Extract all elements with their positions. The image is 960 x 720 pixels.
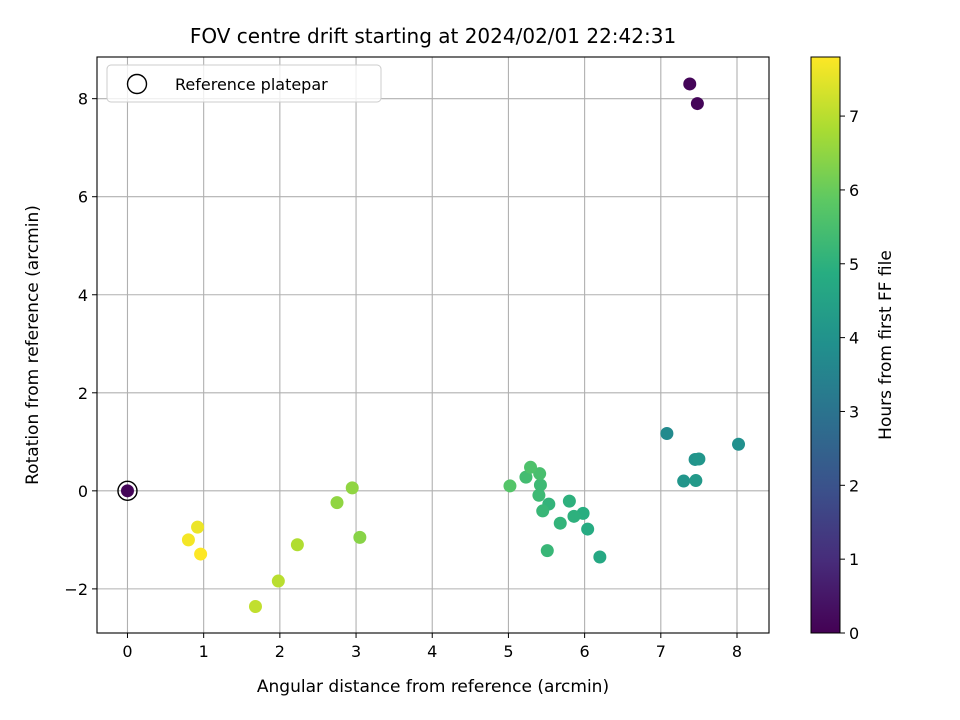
data-point xyxy=(191,520,205,534)
data-point xyxy=(593,550,607,564)
y-tick-label: 0 xyxy=(78,482,88,501)
data-point xyxy=(690,97,704,111)
colorbar-label: Hours from first FF file xyxy=(876,250,896,440)
y-axis-label: Rotation from reference (arcmin) xyxy=(23,205,43,485)
data-point xyxy=(330,496,344,510)
data-point xyxy=(692,452,706,466)
y-tick-label: 2 xyxy=(78,384,88,403)
data-point xyxy=(290,538,304,552)
data-point xyxy=(536,504,550,518)
data-point xyxy=(581,522,595,536)
colorbar-frame xyxy=(810,56,841,634)
colorbar-ticks: 0 1 2 3 4 5 6 7 xyxy=(840,107,859,643)
colorbar-tick-label: 5 xyxy=(849,255,859,274)
reference-platepar-marker xyxy=(117,480,138,502)
data-point xyxy=(194,547,208,561)
chart-title: FOV centre drift starting at 2024/02/01 … xyxy=(190,24,676,48)
data-point xyxy=(248,600,262,614)
y-tick-label: 8 xyxy=(78,90,88,109)
y-tick-label: −2 xyxy=(64,580,88,599)
y-tick-label: 4 xyxy=(78,286,88,305)
data-point xyxy=(540,544,554,558)
x-tick-label: 6 xyxy=(580,642,590,661)
data-point xyxy=(553,516,567,530)
data-point xyxy=(503,479,517,493)
data-point xyxy=(683,77,697,91)
legend-entry-reference: Reference platepar xyxy=(175,75,328,94)
x-tick-label: 1 xyxy=(199,642,209,661)
scatter-points xyxy=(117,77,746,614)
x-axis-label: Angular distance from reference (arcmin) xyxy=(257,677,609,697)
data-point xyxy=(689,474,703,488)
colorbar-tick-label: 1 xyxy=(849,550,859,569)
grid xyxy=(97,57,769,633)
data-point xyxy=(524,460,538,474)
colorbar: 0 1 2 3 4 5 6 7 Hours from first FF file xyxy=(810,56,896,643)
data-point xyxy=(345,481,359,495)
data-point xyxy=(519,470,533,484)
x-tick-label: 8 xyxy=(732,642,742,661)
colorbar-tick-label: 3 xyxy=(849,402,859,421)
data-point xyxy=(660,426,674,440)
data-point xyxy=(562,494,576,508)
data-point xyxy=(532,488,546,502)
data-point xyxy=(271,574,285,588)
colorbar-gradient xyxy=(811,57,840,633)
legend-marker-reference xyxy=(126,73,148,95)
data-point xyxy=(181,533,195,547)
x-tick-label: 4 xyxy=(427,642,437,661)
data-point xyxy=(533,467,547,481)
colorbar-tick-label: 4 xyxy=(849,329,859,348)
colorbar-tick-label: 0 xyxy=(849,624,859,643)
plot-area-frame xyxy=(96,56,770,634)
x-tick-label: 0 xyxy=(122,642,132,661)
colorbar-tick-label: 7 xyxy=(849,107,859,126)
data-point xyxy=(677,474,691,488)
y-tick-label: 6 xyxy=(78,188,88,207)
data-point xyxy=(353,530,367,544)
colorbar-tick-label: 6 xyxy=(849,181,859,200)
x-tick-label: 2 xyxy=(275,642,285,661)
x-tick-label: 5 xyxy=(503,642,513,661)
legend: Reference platepar xyxy=(106,64,382,103)
data-point xyxy=(533,478,547,492)
x-tick-label: 3 xyxy=(351,642,361,661)
y-axis-ticks: −2 0 2 4 6 8 xyxy=(64,90,97,599)
data-point xyxy=(120,484,134,498)
x-axis-ticks: 0 1 2 3 4 5 6 7 8 xyxy=(122,633,742,661)
data-point xyxy=(732,437,746,451)
data-point xyxy=(567,509,581,523)
colorbar-tick-label: 2 xyxy=(849,476,859,495)
legend-box xyxy=(106,64,382,103)
x-tick-label: 7 xyxy=(656,642,666,661)
